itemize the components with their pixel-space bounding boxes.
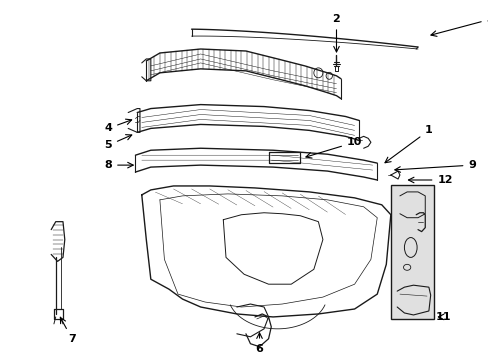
Text: 10: 10 <box>305 137 362 158</box>
Text: 6: 6 <box>255 333 263 354</box>
Text: 12: 12 <box>407 175 452 185</box>
Text: 3: 3 <box>430 14 488 36</box>
Text: 8: 8 <box>104 160 133 170</box>
Text: 2: 2 <box>332 14 340 52</box>
Text: 1: 1 <box>384 125 432 163</box>
Text: 7: 7 <box>60 318 76 344</box>
Bar <box>390 185 433 319</box>
Text: 11: 11 <box>435 312 450 322</box>
Text: 5: 5 <box>104 135 131 150</box>
Text: 4: 4 <box>104 119 131 134</box>
Text: 9: 9 <box>394 160 475 172</box>
